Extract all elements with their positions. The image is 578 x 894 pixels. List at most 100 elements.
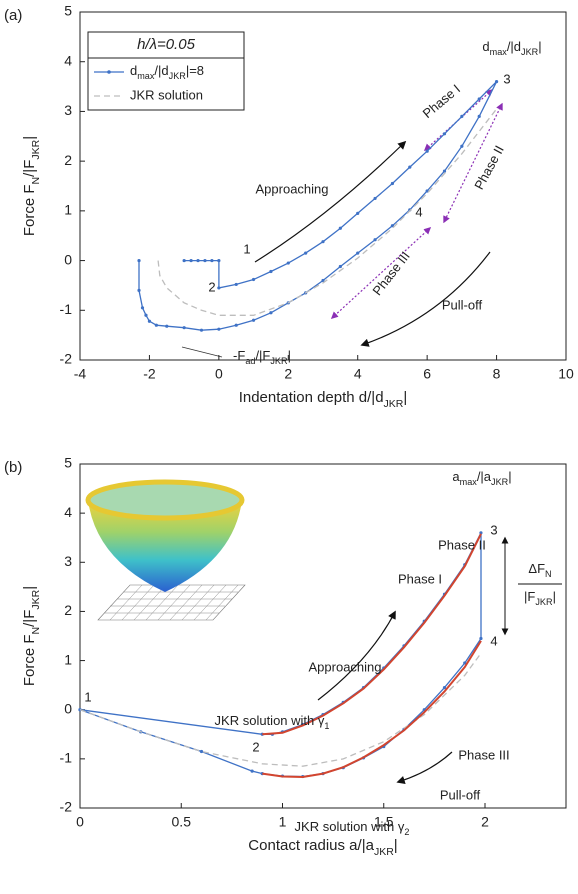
legend-label: dmax/|dJKR|=8 <box>130 63 204 81</box>
data-point <box>442 132 447 136</box>
text-part: d <box>482 39 489 54</box>
subscript: N <box>545 569 552 579</box>
data-point <box>217 286 221 290</box>
text-part: |=8 <box>186 63 204 78</box>
subscript: JKR <box>374 846 394 858</box>
subscript: JKR <box>270 356 288 366</box>
data-point <box>425 149 429 153</box>
data-point <box>251 277 256 282</box>
y-tick-label: 2 <box>64 152 72 168</box>
y-tick-label: 1 <box>64 202 72 218</box>
annotation: Approaching <box>309 659 382 674</box>
annotation: dmax/|dJKR| <box>482 39 541 57</box>
point-label: 2 <box>208 279 215 294</box>
y-axis-label: Force FN/|FJKR| <box>21 136 42 236</box>
data-point <box>356 211 360 215</box>
data-point <box>356 251 360 255</box>
data-point <box>147 319 152 323</box>
y-tick-label: 3 <box>64 102 72 118</box>
x-tick-label: 1.5 <box>374 814 394 830</box>
text-part: | <box>21 136 38 140</box>
annotation: Phase I <box>398 571 442 586</box>
data-point <box>373 196 377 201</box>
text-part: /|d <box>507 39 521 54</box>
annotation: Phase III <box>458 747 509 762</box>
subscript: N <box>30 177 42 185</box>
y-tick-label: 0 <box>64 700 72 716</box>
x-tick-label: 0.5 <box>172 814 192 830</box>
subscript: JKR <box>30 589 42 609</box>
bowl-body <box>88 500 242 592</box>
y-tick-label: -1 <box>60 750 73 766</box>
data-point <box>234 323 238 327</box>
arrow <box>317 610 396 701</box>
point-label: 3 <box>503 71 510 86</box>
text-part: | <box>288 348 291 363</box>
subscript: JKR <box>491 477 509 487</box>
arrow <box>360 251 491 347</box>
data-point <box>479 636 483 641</box>
data-point <box>165 324 169 328</box>
x-tick-label: 1 <box>279 814 287 830</box>
text-part: Contact radius a/|a <box>248 837 374 854</box>
data-point <box>144 313 148 317</box>
annotation: Approaching <box>256 181 329 196</box>
data-point <box>477 114 481 118</box>
x-tick-label: 4 <box>354 366 362 382</box>
subscript: max <box>460 477 478 487</box>
data-point <box>182 326 186 330</box>
data-point <box>304 251 308 255</box>
y-tick-label: 4 <box>64 504 72 520</box>
text-part: /|F <box>21 610 38 627</box>
annotation: amax/|aJKR| <box>452 469 511 487</box>
text-part: |F <box>524 589 535 604</box>
subscript: JKR <box>384 398 404 410</box>
y-tick-label: -2 <box>60 799 73 815</box>
x-tick-label: 10 <box>558 366 574 382</box>
data-point <box>182 258 186 263</box>
data-point <box>390 181 395 186</box>
subscript: ad <box>245 356 255 366</box>
bowl-rim <box>85 479 245 521</box>
y-tick-label: 3 <box>64 553 72 569</box>
text-part: ΔF <box>528 561 545 576</box>
data-point <box>408 165 412 169</box>
subscript: JKR <box>535 597 553 607</box>
data-point <box>203 258 207 263</box>
text-part: | <box>21 586 38 590</box>
text-part: JKR solution with γ <box>215 713 325 728</box>
x-axis-label: Contact radius a/|aJKR| <box>248 837 397 858</box>
panel-label: (a) <box>4 7 22 24</box>
data-point <box>460 114 464 118</box>
data-point <box>137 258 141 263</box>
text-part: JKR solution with γ <box>295 819 405 834</box>
arrow <box>396 751 453 785</box>
data-point <box>338 226 342 230</box>
arrow <box>254 140 407 263</box>
data-point <box>217 258 221 263</box>
data-point <box>154 323 158 327</box>
data-point <box>463 661 467 665</box>
data-point <box>199 749 204 754</box>
y-axis-label: Force FN/|FJKR| <box>21 586 42 686</box>
subscript: max <box>490 47 508 57</box>
data-point <box>250 769 254 773</box>
subscript: 1 <box>324 721 329 731</box>
series-line <box>79 652 482 767</box>
phase-arrow <box>443 102 503 224</box>
data-point <box>140 306 145 310</box>
subscript: N <box>30 627 42 635</box>
text-part: /|F <box>255 348 270 363</box>
text-part: | <box>394 837 398 854</box>
text-part: /|F <box>21 160 38 177</box>
legend-box <box>87 31 245 111</box>
x-tick-label: -4 <box>74 366 87 382</box>
point-label: 2 <box>252 739 259 754</box>
y-tick-label: -2 <box>60 351 73 367</box>
subscript: JKR <box>521 47 539 57</box>
data-point <box>251 318 256 322</box>
legend-marker <box>107 70 111 74</box>
annotation: ΔFN <box>528 561 551 579</box>
